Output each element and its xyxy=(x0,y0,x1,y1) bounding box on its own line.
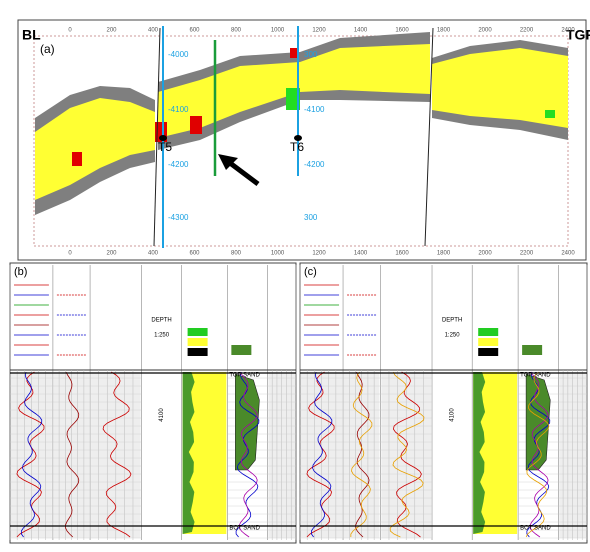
well-depth: -4100 xyxy=(168,105,189,114)
depth-header: DEPTH xyxy=(151,318,171,324)
well-depth: 300 xyxy=(304,50,318,59)
bottom-axis-label: 2400 xyxy=(561,251,575,257)
scale-label: 1:250 xyxy=(154,333,170,339)
top-axis-label: 1600 xyxy=(395,28,409,34)
top-axis-label: 600 xyxy=(189,28,200,34)
log-curve xyxy=(392,371,422,538)
panel-label: (c) xyxy=(304,266,317,278)
top-axis-label: 1400 xyxy=(354,28,368,34)
well-depth: -4200 xyxy=(304,160,325,169)
header-swatch xyxy=(231,345,252,355)
shale-fill xyxy=(182,372,195,534)
log-curve xyxy=(355,371,370,538)
depth-mark: 4100 xyxy=(159,408,165,422)
scale-label: 1:250 xyxy=(445,333,461,339)
top-axis-label: 1800 xyxy=(437,28,451,34)
panel-label: (a) xyxy=(40,42,55,56)
top-axis-label: 800 xyxy=(231,28,242,34)
well-depth: -4200 xyxy=(168,160,189,169)
well-name: T6 xyxy=(290,140,304,154)
header-swatch xyxy=(478,348,499,356)
top-axis-label: 400 xyxy=(148,28,159,34)
left-label: BL xyxy=(22,27,41,43)
top-axis-label: 1000 xyxy=(271,28,285,34)
bottom-axis-label: 400 xyxy=(148,251,159,257)
bottom-axis-label: 2000 xyxy=(478,251,492,257)
panel-label: (b) xyxy=(14,266,27,278)
bottom-axis-label: 2200 xyxy=(520,251,534,257)
header-swatch xyxy=(522,345,543,355)
header-swatch xyxy=(187,328,208,336)
well-depth: -4100 xyxy=(304,105,325,114)
marker-label: TOP SAND xyxy=(520,373,551,379)
marker-label: TOP SAND xyxy=(229,373,260,379)
log-curve xyxy=(20,371,43,538)
marker-label: BOT SAND xyxy=(520,526,551,532)
well-name: T5 xyxy=(158,140,172,154)
bottom-axis-label: 1600 xyxy=(395,251,409,257)
bottom-axis-label: 1400 xyxy=(354,251,368,257)
header-swatch xyxy=(187,348,208,356)
bottom-axis-label: 1200 xyxy=(312,251,326,257)
top-axis-label: 2000 xyxy=(478,28,492,34)
top-axis-label: 1200 xyxy=(312,28,326,34)
depth-header: DEPTH xyxy=(442,318,462,324)
header-swatch xyxy=(478,328,499,336)
well-depth: 300 xyxy=(304,213,318,222)
header-swatch xyxy=(478,338,499,346)
top-axis-label: 2200 xyxy=(520,28,534,34)
right-label: TGR xyxy=(566,27,590,43)
well-depth: -4300 xyxy=(168,213,189,222)
log-curve xyxy=(65,371,80,538)
bottom-axis-label: 0 xyxy=(68,251,72,257)
well-logs xyxy=(9,265,588,540)
log-curve xyxy=(238,371,258,538)
log-curve xyxy=(525,371,550,538)
bottom-axis-label: 600 xyxy=(189,251,200,257)
bottom-axis-label: 200 xyxy=(106,251,117,257)
shale-fill xyxy=(473,372,486,534)
top-axis-label: 200 xyxy=(106,28,117,34)
bottom-axis-label: 800 xyxy=(231,251,242,257)
log-curve xyxy=(235,371,260,538)
top-axis-label: 0 xyxy=(68,28,72,34)
well-depth: -4000 xyxy=(168,50,189,59)
log-curve xyxy=(389,371,425,538)
header-swatch xyxy=(187,338,208,346)
log-curve xyxy=(310,371,333,538)
log-curve xyxy=(350,371,373,538)
bottom-axis-label: 1800 xyxy=(437,251,451,257)
log-curve xyxy=(102,371,132,538)
cross-section xyxy=(35,26,568,248)
marker-label: BOT SAND xyxy=(229,526,260,532)
depth-mark: 4100 xyxy=(450,408,456,422)
top-axis-label: 2400 xyxy=(561,28,575,34)
bottom-axis-label: 1000 xyxy=(271,251,285,257)
